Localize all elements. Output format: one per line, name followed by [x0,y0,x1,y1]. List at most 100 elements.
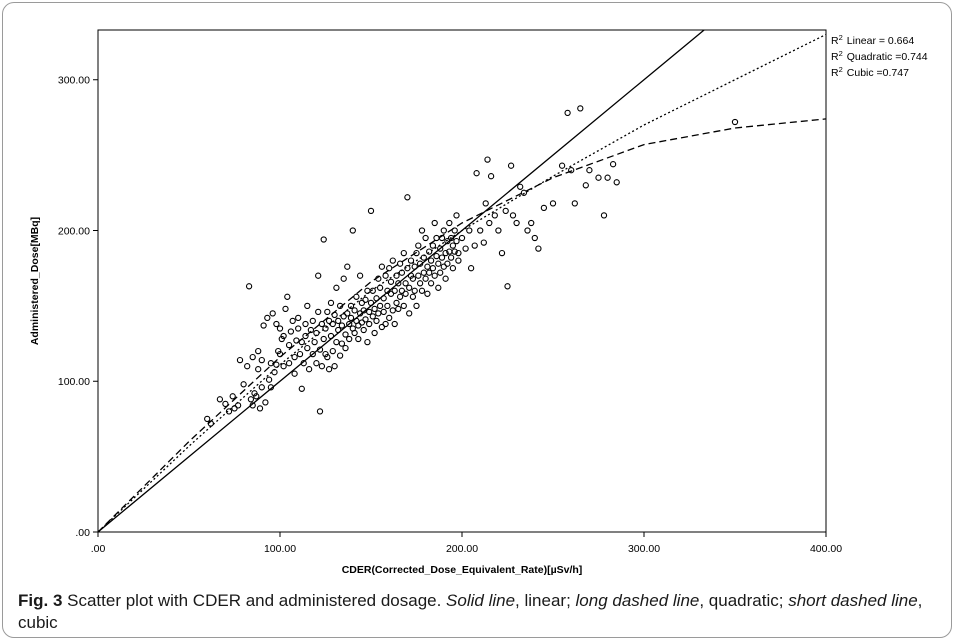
data-point [413,249,420,257]
data-point [335,317,342,325]
data-point [320,236,327,243]
data-point [316,346,324,353]
data-point [282,305,289,313]
points-layer [204,105,739,427]
data-point [356,272,364,279]
data-point [558,162,566,169]
data-point [204,415,211,423]
data-point [431,272,438,279]
data-point [267,360,275,367]
data-point [416,260,424,267]
legend-entry: R2 Cubic =0.747 [831,65,909,79]
x-axis-label: CDER(Corrected_Dose_Equivalent_Rate)[µSv… [342,564,583,576]
y-axis: .00 100.00 200.00 300.00 [58,75,98,539]
data-point [271,369,278,376]
data-point [236,356,244,364]
data-point [216,396,224,403]
data-point [234,402,242,409]
data-point [295,325,302,332]
data-point [318,320,326,328]
data-point [249,353,256,361]
data-point [309,317,316,325]
data-point [366,320,373,328]
data-point [398,269,406,276]
data-point [595,174,602,181]
data-point [364,287,371,294]
data-point [340,313,347,320]
data-point [415,272,422,279]
data-point [586,167,593,174]
data-point [309,350,316,358]
data-point [447,234,455,242]
data-point [244,363,251,370]
data-point [517,183,524,190]
data-point [429,242,437,249]
data-point [347,314,355,322]
data-point [304,344,311,352]
data-point [458,234,466,242]
data-point [418,287,426,294]
data-point [415,242,422,249]
data-point [307,326,315,334]
data-point [418,227,426,234]
data-point [391,287,398,294]
data-point [440,263,447,270]
data-point [462,245,469,252]
data-point [367,299,375,307]
legend-entry: R2 Quadratic =0.744 [831,49,928,63]
data-point [231,405,238,412]
y-tick-label: .00 [75,527,90,539]
data-point [362,316,369,323]
data-point [302,332,309,340]
data-point [424,290,431,297]
data-point [371,329,378,337]
data-point [420,254,427,261]
data-point [487,173,495,180]
data-point [406,284,413,291]
data-point [285,360,293,367]
data-point [262,399,269,406]
plot-area [97,29,827,533]
data-point [333,284,340,291]
data-point [504,283,511,290]
data-point [324,308,331,316]
data-point [315,308,322,316]
data-point [442,275,449,282]
data-point [498,249,506,257]
data-point [346,335,353,343]
data-point [609,161,617,168]
data-point [442,249,449,257]
data-point [540,204,548,212]
x-tick-label: .00 [91,543,106,555]
data-point [482,200,489,207]
data-point [387,290,395,297]
data-point [393,272,400,279]
data-point [404,194,411,201]
data-point [446,219,453,227]
data-point [373,317,380,325]
data-point [444,260,451,267]
data-point [402,280,409,287]
y-tick-label: 300.00 [58,75,90,87]
data-point [347,302,355,310]
data-point [355,335,362,343]
data-point [373,295,380,302]
data-point [313,360,320,367]
data-point [386,265,393,272]
data-point [249,402,256,409]
data-point [473,170,480,177]
data-point [229,393,236,400]
data-point [422,275,429,282]
data-point [316,408,324,415]
data-point [369,287,376,294]
data-point [613,179,620,186]
legend: R2 Linear = 0.664 R2 Quadratic =0.744 R2 Cubi… [831,33,928,79]
data-point [327,332,335,340]
data-point [305,366,313,373]
data-point [384,302,391,310]
x-tick-label: 200.00 [446,543,478,555]
figure-caption: Fig. 3 Scatter plot with CDER and admini… [18,590,938,634]
data-point [402,290,409,297]
data-point [491,212,498,219]
